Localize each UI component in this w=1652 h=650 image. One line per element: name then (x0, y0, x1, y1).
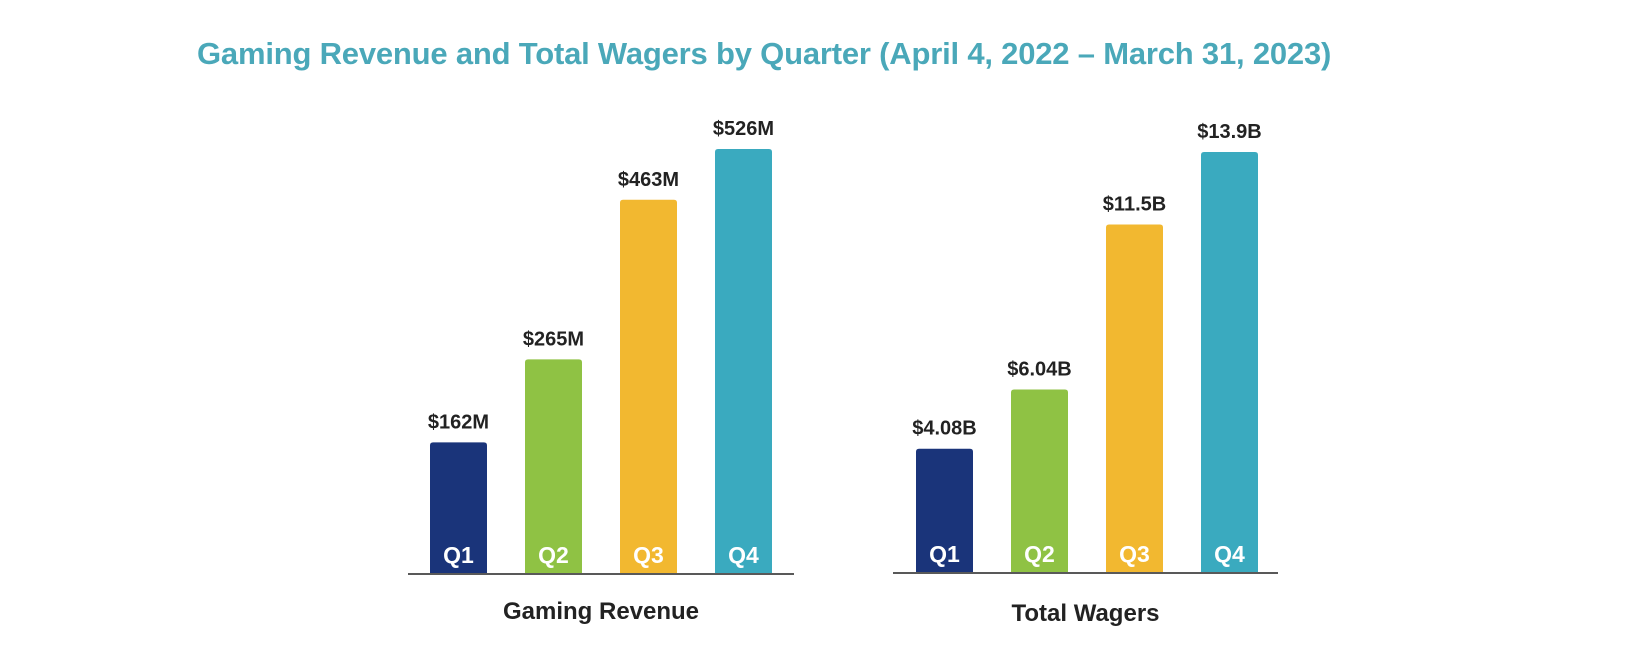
total-wagers-value-label-q1: $4.08B (912, 418, 977, 440)
total-wagers-value-label-q2: $6.04B (1007, 358, 1072, 380)
gaming-revenue-bar-q4 (715, 149, 772, 573)
total-wagers-bar-q1 (916, 448, 973, 572)
total-wagers-axis-title: Total Wagers (1011, 600, 1159, 627)
gaming-revenue-chart: $162M Q1 $265M Q2 $463M Q3 $526M Q4 Gaming Reven… (408, 118, 794, 625)
total-wagers-category-label-q2: Q2 (1024, 541, 1055, 567)
gaming-revenue-bar-q3 (620, 199, 677, 573)
total-wagers-value-label-q3: $11.5B (1103, 194, 1166, 216)
gaming-revenue-category-label-q4: Q4 (728, 542, 759, 568)
total-wagers-bar-q2 (1011, 389, 1068, 572)
chart-title: Gaming Revenue and Total Wagers by Quart… (197, 36, 1332, 71)
gaming-revenue-value-label-q1: $162M (428, 411, 489, 433)
gaming-revenue-axis-title: Gaming Revenue (503, 598, 699, 625)
gaming-revenue-category-label-q2: Q2 (538, 542, 569, 568)
gaming-revenue-bar-q1 (430, 442, 487, 573)
total-wagers-bar-q4 (1201, 152, 1258, 572)
gaming-revenue-category-label-q3: Q3 (633, 542, 664, 568)
gaming-revenue-bar-q2 (525, 359, 582, 573)
total-wagers-chart: $4.08B Q1 $6.04B Q2 $11.5B Q3 $13.9B Q4 Total Wa… (893, 121, 1278, 627)
gaming-revenue-category-label-q1: Q1 (443, 542, 474, 568)
total-wagers-category-label-q1: Q1 (929, 541, 960, 567)
total-wagers-category-label-q4: Q4 (1214, 541, 1245, 567)
gaming-revenue-value-label-q4: $526M (713, 118, 774, 140)
total-wagers-value-label-q4: $13.9B (1197, 121, 1262, 143)
total-wagers-category-label-q3: Q3 (1119, 541, 1150, 567)
gaming-revenue-value-label-q3: $463M (618, 169, 679, 191)
total-wagers-bar-q3 (1106, 224, 1163, 572)
gaming-revenue-value-label-q2: $265M (523, 328, 584, 350)
